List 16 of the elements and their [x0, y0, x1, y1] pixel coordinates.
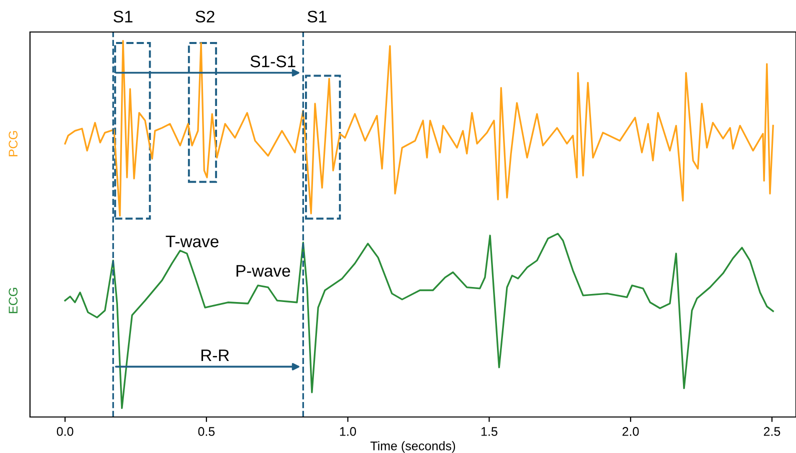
annotation: R-R — [201, 350, 229, 362]
text: ECG — [8, 288, 18, 314]
annotation: S1-S1 — [250, 56, 296, 68]
text: S1 — [114, 10, 132, 23]
x-tick-label: 1.5 — [481, 427, 498, 436]
x-tick-label: 0.0 — [56, 427, 74, 436]
annotation: T-wave — [166, 236, 218, 248]
x-tick-label: 2.0 — [622, 427, 639, 436]
text: PCG — [8, 131, 18, 156]
x-tick-label: 0.5 — [198, 427, 215, 436]
text: S2 — [196, 10, 214, 23]
x-tick-label: 2.5 — [764, 427, 780, 436]
x-tick-label: 1.0 — [340, 427, 356, 436]
text: S1 — [308, 10, 326, 23]
annotation: P-wave — [236, 265, 290, 277]
x-axis-title: Time (seconds) — [370, 441, 456, 453]
